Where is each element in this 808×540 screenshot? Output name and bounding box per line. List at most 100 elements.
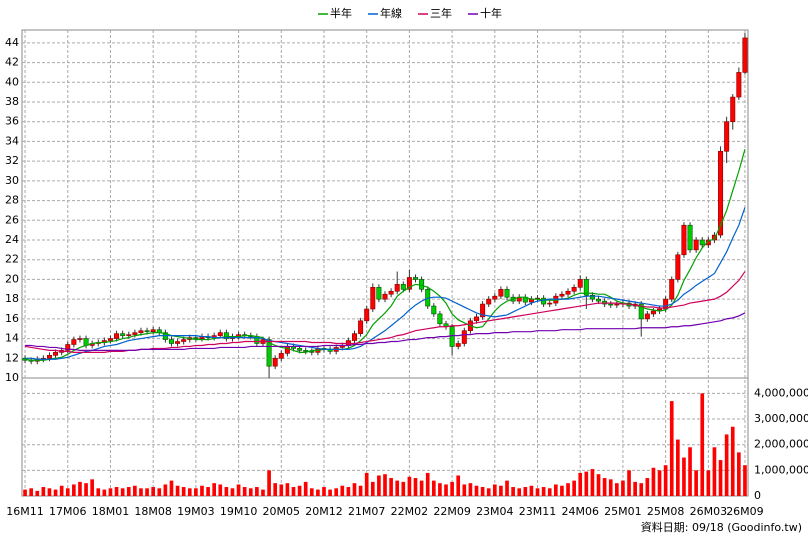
volume-bar <box>139 488 143 496</box>
y-tick-label: 4,000,000 <box>754 386 808 399</box>
candle-body <box>504 288 510 298</box>
candle-body <box>284 346 290 354</box>
candle-body <box>718 150 724 236</box>
volume-bar <box>29 488 33 496</box>
volume-bar <box>78 481 82 496</box>
volume-bar <box>370 481 375 496</box>
volume-bar <box>316 489 320 496</box>
volume-bar <box>212 483 217 496</box>
x-tick-label: 16M11 <box>6 505 44 518</box>
candle-body <box>297 348 303 351</box>
volume-bar <box>261 489 265 496</box>
volume-bar <box>633 481 637 496</box>
volume-bar <box>682 457 686 496</box>
volume-bar <box>218 484 223 496</box>
volume-bar <box>578 472 583 496</box>
candle-body <box>223 332 229 339</box>
volume-bar <box>651 467 656 496</box>
volume-bar <box>255 487 259 496</box>
volume-bar <box>151 487 155 496</box>
volume-bar <box>462 484 467 496</box>
candle-body <box>144 330 150 332</box>
candle-body <box>699 239 705 246</box>
volume-bar <box>126 487 131 496</box>
mark-layer <box>22 33 748 496</box>
volume-bar <box>499 485 503 496</box>
y-tick-label: 38 <box>5 95 19 108</box>
y-tick-label: 30 <box>5 174 19 187</box>
volume-bar <box>523 487 528 496</box>
volume-bar <box>23 489 27 496</box>
x-tick-label: 26M09 <box>726 505 764 518</box>
candle-body <box>181 339 187 342</box>
y-tick-label: 16 <box>5 312 19 325</box>
volume-bar <box>560 485 564 496</box>
x-tick-label: 20M12 <box>305 505 343 518</box>
x-tick-label: 17M06 <box>49 505 87 518</box>
volume-bar <box>163 484 168 496</box>
volume-bar <box>230 488 235 496</box>
volume-bar <box>413 478 418 496</box>
candle-body <box>126 334 132 336</box>
candle-body <box>120 333 126 336</box>
candle-body <box>278 353 284 359</box>
volume-bar <box>401 481 406 496</box>
y-tick-label: 40 <box>5 75 19 88</box>
x-tick-label: 22M09 <box>433 505 471 518</box>
candle-body <box>669 279 675 300</box>
candle-body <box>358 320 364 334</box>
x-tick-label: 20M05 <box>263 505 301 518</box>
candle-body <box>638 303 644 320</box>
candle-body <box>351 333 357 341</box>
volume-bar <box>444 484 448 496</box>
volume-bar <box>279 484 284 496</box>
candle-body <box>406 277 412 290</box>
legend-label: 半年 <box>330 6 352 20</box>
y-tick-label: 22 <box>5 253 19 266</box>
ma-line <box>25 207 746 360</box>
candle-body <box>571 287 577 292</box>
candle-body <box>711 234 717 241</box>
candle-body <box>46 355 52 359</box>
candle-body <box>577 279 583 288</box>
volume-bar <box>456 475 461 496</box>
candle-body <box>614 303 620 306</box>
candle-body <box>150 329 156 332</box>
y-tick-label: 42 <box>5 56 19 69</box>
volume-bar <box>181 487 186 496</box>
volume-bar <box>517 488 522 496</box>
candle-body <box>559 293 565 297</box>
volume-bar <box>120 488 125 496</box>
volume-bar <box>621 480 625 496</box>
candle-body <box>107 338 113 341</box>
volume-bar <box>84 483 88 496</box>
candle-body <box>376 287 382 300</box>
y-tick-label: 20 <box>5 272 19 285</box>
volume-bar <box>285 483 290 496</box>
volume-bar <box>730 426 735 496</box>
volume-bar <box>236 484 241 496</box>
candle-body <box>583 279 589 296</box>
volume-bar <box>175 485 180 496</box>
candle-body <box>705 239 711 246</box>
candle-body <box>565 290 571 295</box>
volume-bar <box>206 487 210 496</box>
volume-bar <box>395 480 400 496</box>
y-tick-label: 2,000,000 <box>754 438 808 451</box>
volume-bar <box>688 447 692 496</box>
y-tick-label: 36 <box>5 115 19 128</box>
candle-body <box>724 121 730 152</box>
candle-body <box>138 330 144 333</box>
volume-bar <box>438 483 442 496</box>
volume-bar <box>547 488 552 496</box>
ma-line <box>24 149 746 361</box>
candle-body <box>193 337 199 339</box>
candle-body <box>608 303 614 306</box>
volume-bar <box>364 472 369 496</box>
volume-bar <box>608 479 613 496</box>
y-tick-label: 10 <box>5 371 19 384</box>
candle-body <box>431 305 437 315</box>
candle-body <box>461 330 467 344</box>
x-tick-label: 18M08 <box>134 505 172 518</box>
